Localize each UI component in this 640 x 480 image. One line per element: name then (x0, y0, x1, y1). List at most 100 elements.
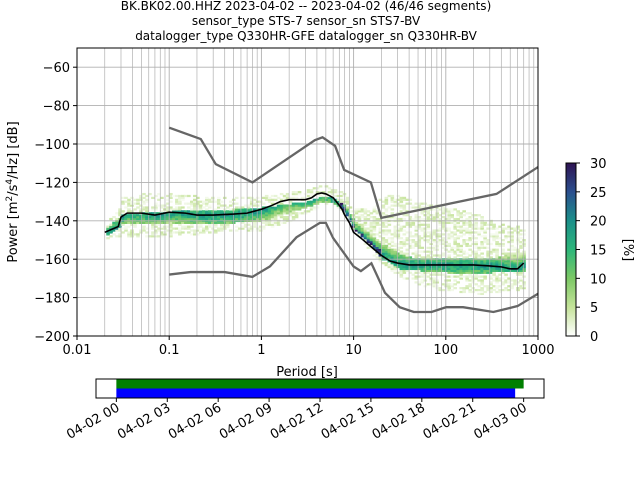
histogram-cell (519, 277, 523, 280)
histogram-cell (471, 231, 475, 234)
histogram-cell (450, 269, 454, 272)
histogram-cell (196, 210, 200, 213)
histogram-cell (166, 210, 170, 213)
histogram-cell (154, 231, 158, 234)
histogram-cell (190, 210, 194, 213)
histogram-cell (166, 217, 170, 221)
histogram-cell (318, 191, 323, 194)
histogram-cell (417, 206, 422, 209)
histogram-cell (112, 221, 116, 224)
histogram-cell (202, 206, 206, 209)
histogram-cell (432, 269, 437, 272)
histogram-cell (169, 206, 173, 209)
histogram-cell (357, 233, 362, 236)
histogram-cell (420, 202, 425, 205)
histogram-cell (216, 200, 221, 203)
histogram-cell (399, 265, 404, 269)
histogram-cell (450, 275, 454, 278)
histogram-cell (447, 254, 451, 257)
histogram-cell (441, 239, 446, 242)
histogram-cell (393, 256, 398, 259)
histogram-cell (447, 216, 451, 219)
histogram-cell (420, 210, 425, 213)
histogram-cell (157, 216, 161, 219)
histogram-cell (504, 252, 508, 255)
histogram-cell (432, 244, 437, 248)
histogram-cell (273, 216, 278, 219)
histogram-cell (157, 227, 161, 230)
histogram-cell (450, 214, 454, 217)
histogram-cell (145, 198, 149, 201)
histogram-cell (447, 256, 451, 259)
histogram-cell (405, 265, 410, 269)
histogram-cell (510, 279, 514, 282)
histogram-cell (402, 271, 407, 274)
histogram-cell (258, 202, 263, 205)
histogram-cell (175, 216, 179, 219)
histogram-cell (154, 204, 158, 207)
histogram-cell (492, 288, 496, 292)
histogram-cell (405, 248, 410, 251)
histogram-cell (151, 208, 155, 211)
histogram-cell (489, 275, 493, 278)
histogram-cell (447, 244, 451, 248)
histogram-cell (489, 227, 493, 230)
histogram-cell (387, 248, 392, 251)
histogram-cell (181, 216, 185, 219)
histogram-cell (474, 271, 478, 274)
histogram-cell (399, 246, 404, 249)
histogram-cell (390, 267, 395, 271)
histogram-cell (160, 235, 164, 238)
histogram-cell (213, 200, 218, 203)
histogram-cell (348, 214, 353, 217)
histogram-cell (261, 214, 266, 217)
histogram-cell (459, 231, 463, 234)
histogram-cell (288, 212, 293, 215)
histogram-cell (465, 287, 469, 290)
histogram-cell (169, 214, 173, 217)
histogram-cell (205, 227, 209, 230)
histogram-cell (462, 210, 466, 213)
histogram-cell (480, 262, 484, 265)
histogram-cell (234, 225, 239, 228)
histogram-cell (420, 265, 425, 269)
histogram-cell (234, 214, 239, 217)
histogram-cell (462, 265, 466, 269)
histogram-cell (381, 248, 386, 251)
histogram-cell (459, 225, 463, 228)
histogram-cell (441, 262, 446, 265)
histogram-cell (381, 262, 386, 265)
histogram-cell (324, 202, 329, 205)
histogram-cell (465, 262, 469, 265)
histogram-cell (261, 208, 266, 211)
histogram-cell (426, 246, 431, 249)
histogram-cell (306, 194, 311, 198)
histogram-cell (294, 204, 299, 207)
histogram-cell (441, 225, 446, 228)
histogram-cell (465, 221, 469, 224)
histogram-cell (387, 264, 392, 267)
histogram-cell (130, 235, 134, 238)
histogram-cell (489, 288, 493, 292)
histogram-cell (315, 187, 320, 190)
histogram-cell (474, 260, 478, 263)
histogram-cell (321, 200, 326, 203)
histogram-cell (408, 216, 413, 219)
histogram-cell (372, 237, 377, 240)
histogram-cell (309, 191, 314, 194)
histogram-cell (471, 225, 475, 228)
histogram-cell (471, 275, 475, 278)
histogram-cell (151, 231, 155, 234)
histogram-cell (124, 214, 128, 217)
histogram-cell (193, 229, 197, 232)
histogram-cell (420, 267, 425, 271)
histogram-cell (441, 223, 446, 226)
histogram-cell (504, 269, 508, 272)
histogram-cell (453, 231, 457, 234)
histogram-cell (450, 250, 454, 253)
histogram-cell (243, 204, 248, 207)
histogram-cell (411, 252, 416, 255)
histogram-cell (157, 221, 161, 224)
histogram-cell (474, 237, 478, 240)
histogram-cell (414, 225, 419, 228)
